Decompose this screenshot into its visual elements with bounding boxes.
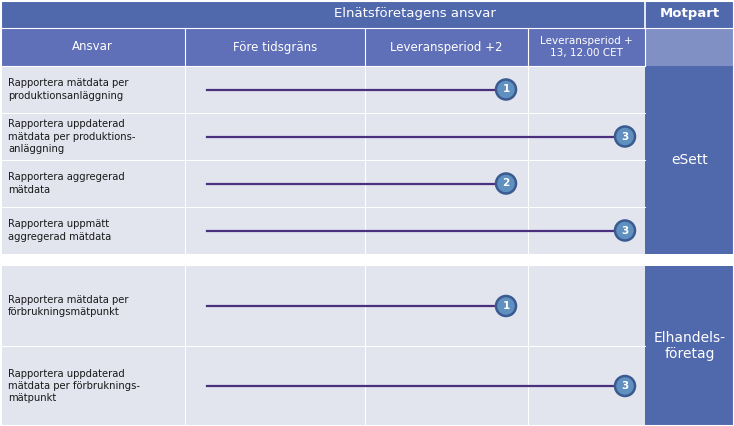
- Circle shape: [615, 221, 635, 241]
- Circle shape: [496, 296, 516, 316]
- Text: 3: 3: [622, 381, 628, 391]
- Text: Rapportera uppdaterad
mätdata per förbruknings-
mätpunkt: Rapportera uppdaterad mätdata per förbru…: [8, 368, 140, 403]
- Circle shape: [615, 127, 635, 147]
- Text: 3: 3: [622, 225, 628, 236]
- FancyBboxPatch shape: [0, 28, 645, 66]
- Text: Före tidsgräns: Före tidsgräns: [233, 40, 317, 54]
- Text: 1: 1: [502, 84, 509, 95]
- Circle shape: [496, 80, 516, 100]
- Text: Rapportera uppmätt
aggregerad mätdata: Rapportera uppmätt aggregerad mätdata: [8, 219, 112, 242]
- FancyBboxPatch shape: [645, 266, 734, 426]
- Text: 2: 2: [502, 178, 509, 188]
- Text: Elnätsföretagens ansvar: Elnätsföretagens ansvar: [334, 8, 496, 20]
- FancyBboxPatch shape: [645, 28, 734, 66]
- Text: 1: 1: [502, 301, 509, 311]
- Text: Motpart: Motpart: [659, 8, 719, 20]
- FancyBboxPatch shape: [645, 66, 734, 254]
- FancyBboxPatch shape: [0, 266, 645, 426]
- Text: Rapportera uppdaterad
mätdata per produktions-
anläggning: Rapportera uppdaterad mätdata per produk…: [8, 119, 136, 154]
- Text: Rapportera mätdata per
förbrukningsmätpunkt: Rapportera mätdata per förbrukningsmätpu…: [8, 295, 128, 317]
- Text: Elhandels-
företag: Elhandels- företag: [653, 331, 725, 361]
- FancyBboxPatch shape: [0, 0, 645, 28]
- Circle shape: [496, 173, 516, 193]
- Text: Ansvar: Ansvar: [72, 40, 113, 54]
- Text: 3: 3: [622, 132, 628, 141]
- Circle shape: [615, 376, 635, 396]
- Text: eSett: eSett: [671, 153, 708, 167]
- Text: Leveransperiod +2: Leveransperiod +2: [390, 40, 503, 54]
- FancyBboxPatch shape: [645, 0, 734, 28]
- Text: Leveransperiod +
13, 12.00 CET: Leveransperiod + 13, 12.00 CET: [540, 36, 633, 58]
- FancyBboxPatch shape: [0, 66, 645, 254]
- Text: Rapportera mätdata per
produktionsanläggning: Rapportera mätdata per produktionsanlägg…: [8, 78, 128, 101]
- FancyBboxPatch shape: [0, 254, 734, 266]
- Text: Rapportera aggregerad
mätdata: Rapportera aggregerad mätdata: [8, 172, 125, 195]
